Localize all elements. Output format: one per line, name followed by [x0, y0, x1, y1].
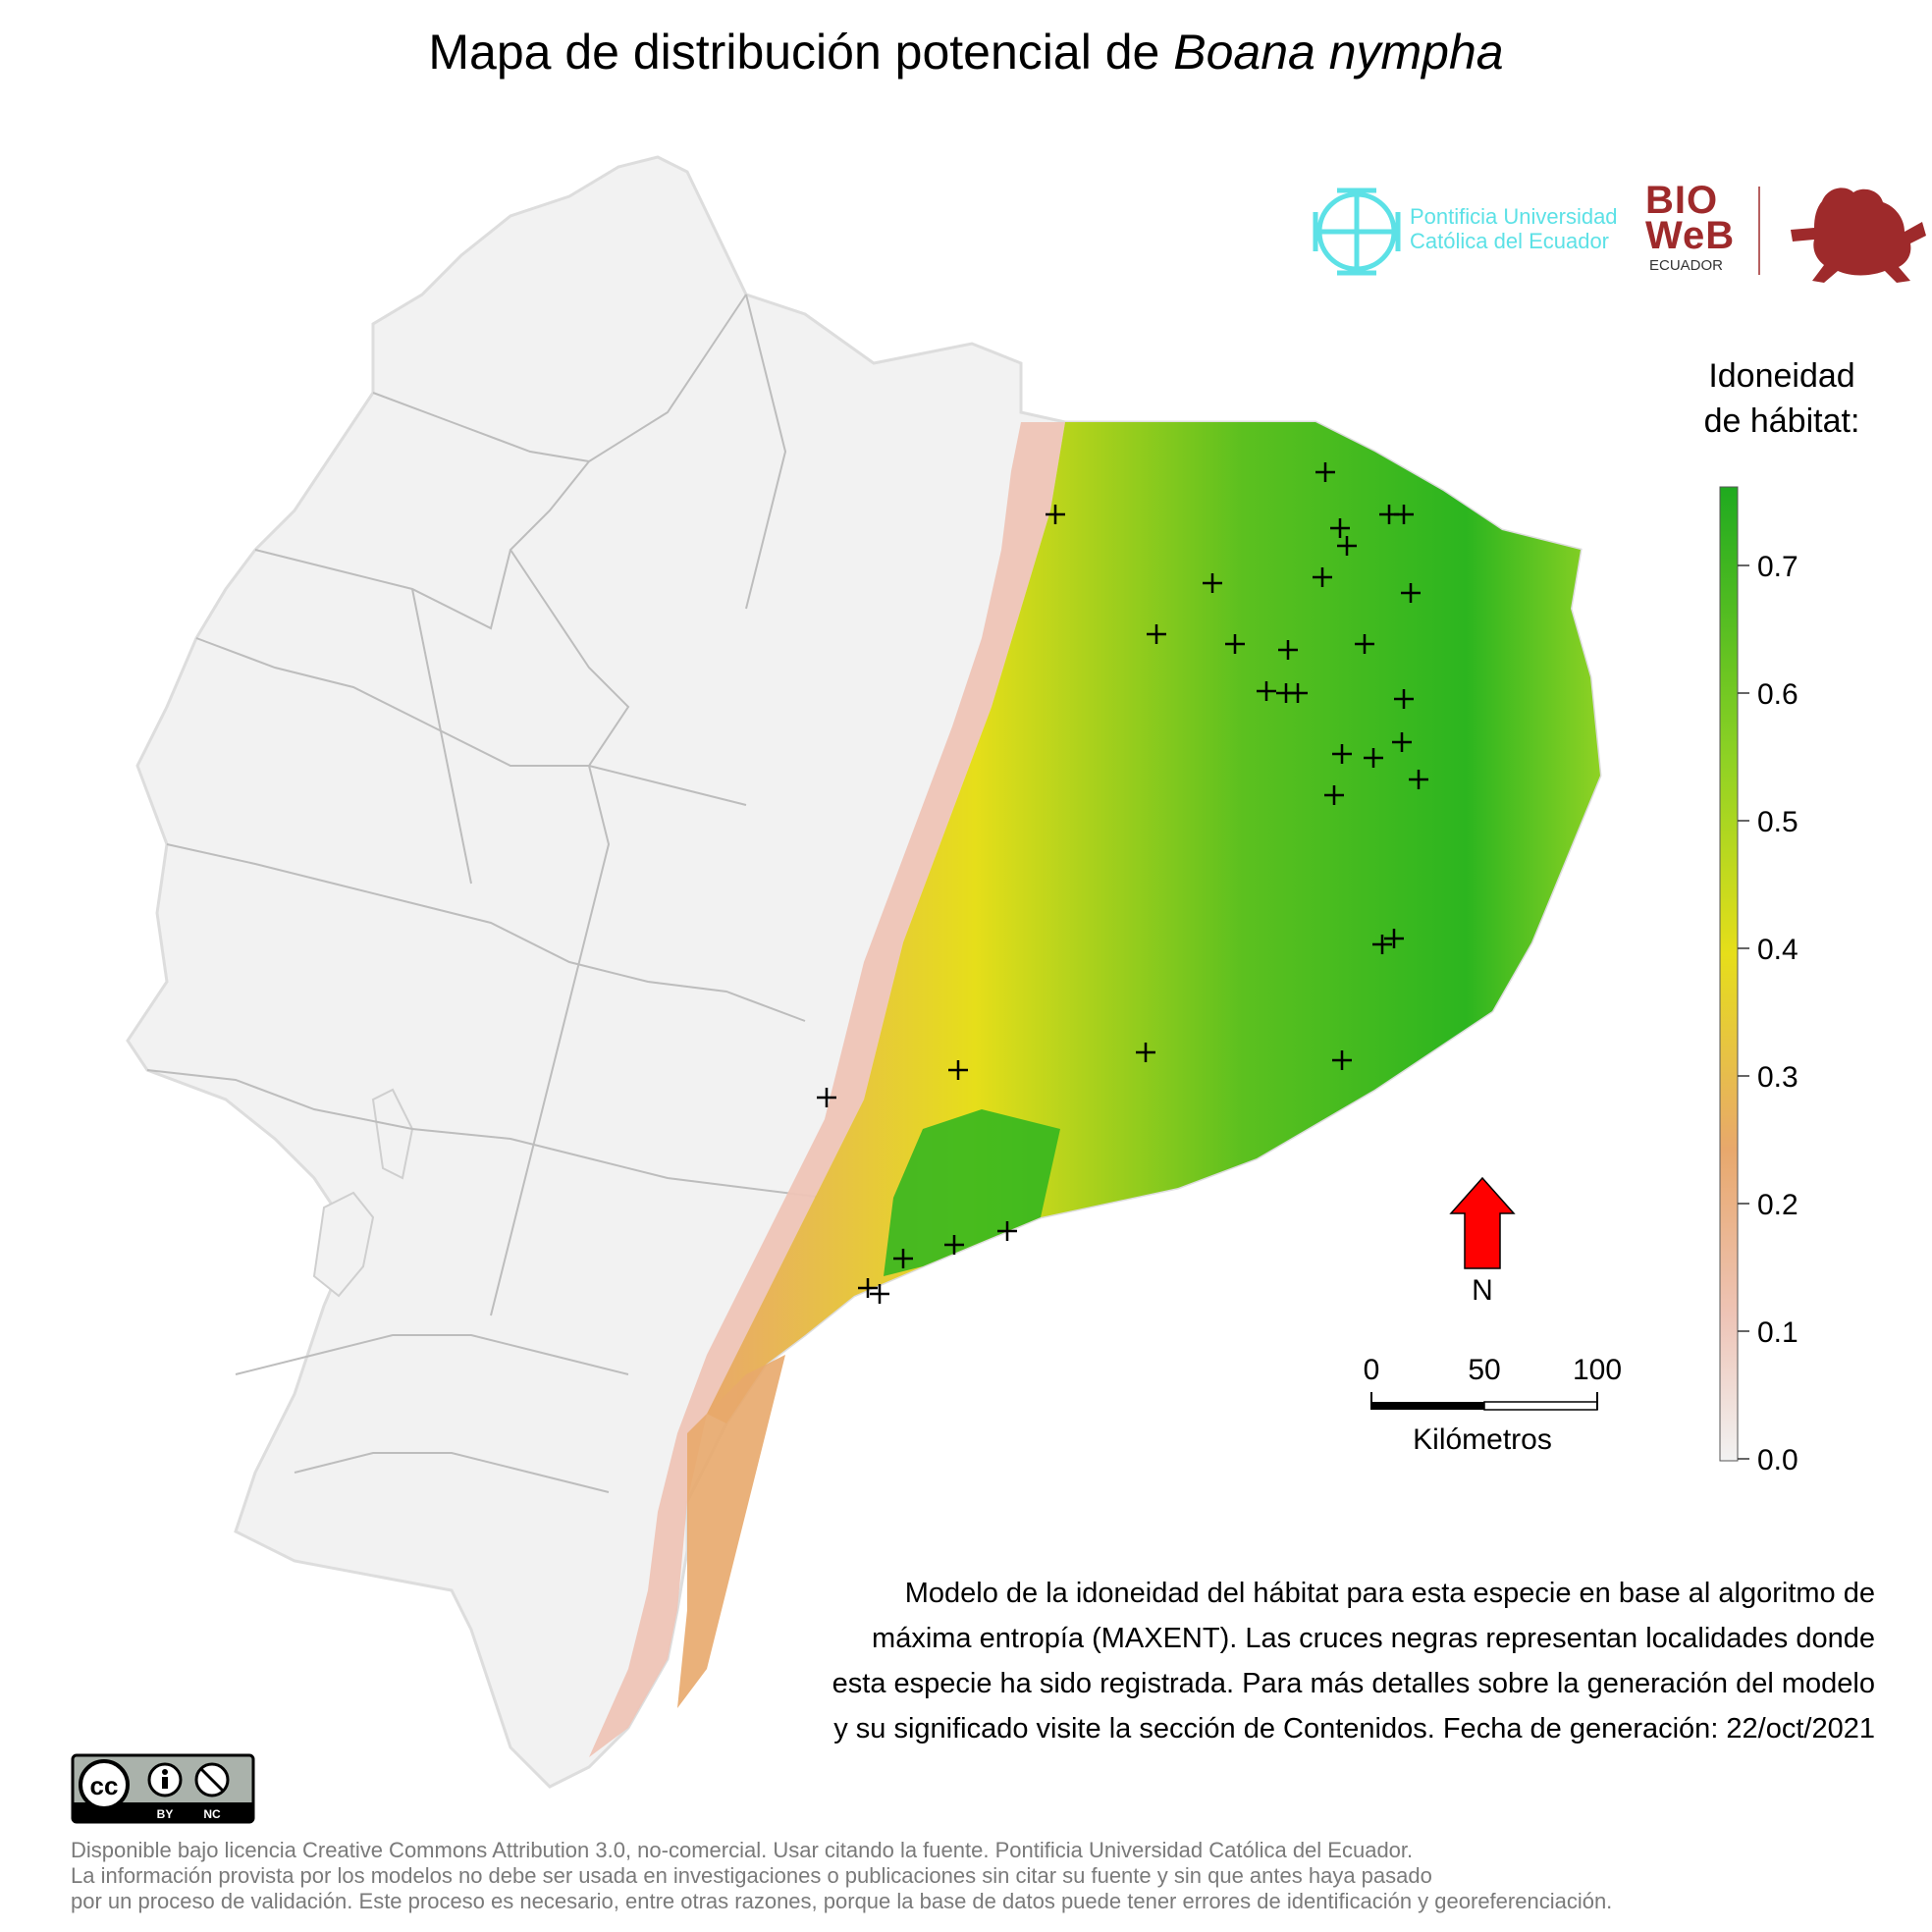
puce-logo-text: Pontificia Universidad Católica del Ecua… [1410, 204, 1618, 253]
cc-badge-text: cc [90, 1771, 119, 1800]
map-caption: Modelo de la idoneidad del hábitat para … [687, 1571, 1875, 1751]
bioweb-line1: BIO [1645, 179, 1719, 222]
cc-license-badge [71, 1753, 255, 1824]
occurrence-cross [1332, 744, 1352, 764]
occurrence-cross [1384, 929, 1404, 948]
legend-title-line1: Idoneidad [1708, 357, 1855, 395]
occurrence-cross [1355, 634, 1374, 654]
legend-title: Idoneidad de hábitat: [1659, 353, 1905, 444]
legend-tick-label: 0.3 [1757, 1061, 1798, 1094]
license-line: por un proceso de validación. Este proce… [71, 1889, 1613, 1913]
occurrence-cross [1203, 573, 1222, 593]
scale-tick-0: 0 [1364, 1354, 1380, 1386]
occurrence-cross [1225, 634, 1245, 654]
occurrence-cross [1324, 785, 1344, 805]
suitability-southern-band [677, 1355, 785, 1708]
caption-line: y su significado visite la sección de Co… [833, 1713, 1875, 1744]
by-badge-text: BY [157, 1807, 174, 1821]
bioweb-sub-text: ECUADOR [1649, 257, 1724, 274]
legend-tick-label: 0.6 [1757, 678, 1798, 711]
coastal-detail [371, 1088, 414, 1180]
scale-label: Kilómetros [1413, 1423, 1552, 1456]
occurrence-cross [944, 1235, 964, 1255]
caption-line: esta especie ha sido registrada. Para má… [832, 1668, 1875, 1699]
puce-name-line1: Pontificia Universidad [1410, 204, 1618, 229]
puce-name-line2: Católica del Ecuador [1410, 229, 1610, 253]
occurrence-cross [1315, 462, 1335, 482]
occurrence-cross [997, 1221, 1017, 1241]
occurrence-cross [1330, 518, 1350, 538]
caption-line: máxima entropía (MAXENT). Las cruces neg… [872, 1623, 1875, 1654]
license-footer: Disponible bajo licencia Creative Common… [71, 1838, 1916, 1914]
scale-tick-100: 100 [1573, 1354, 1622, 1386]
map-title: Mapa de distribución potencial de Boana … [0, 24, 1932, 80]
province-boundaries [146, 294, 826, 1493]
suitability-low-band [589, 422, 1065, 1757]
bioweb-logo-text: BIO WeB [1645, 179, 1736, 257]
legend-title-line2: de hábitat: [1703, 402, 1860, 440]
title-species: Boana nympha [1173, 25, 1504, 80]
occurrence-points [817, 462, 1428, 1304]
occurrence-cross [1278, 640, 1298, 660]
occurrence-cross [1136, 1043, 1155, 1062]
legend-colorbar [1719, 486, 1739, 1462]
scale-bar [1370, 1392, 1598, 1411]
occurrence-cross [1372, 935, 1392, 954]
occurrence-cross [858, 1278, 878, 1298]
occurrence-cross [1046, 505, 1065, 524]
suitability-green-patch [884, 1109, 1060, 1276]
occurrence-cross [1288, 683, 1308, 703]
occurrence-cross [1394, 689, 1414, 709]
occurrence-cross [1337, 536, 1357, 556]
occurrence-cross [1392, 732, 1412, 752]
occurrence-cross [1257, 681, 1276, 701]
north-label: N [1472, 1274, 1493, 1307]
caption-line: Modelo de la idoneidad del hábitat para … [904, 1578, 1875, 1609]
legend-ticks [1738, 564, 1749, 1460]
legend-tick-label: 0.4 [1757, 934, 1798, 966]
occurrence-cross [1332, 1050, 1352, 1070]
license-line: Disponible bajo licencia Creative Common… [71, 1838, 1414, 1862]
title-prefix: Mapa de distribución potencial de [428, 25, 1174, 80]
occurrence-cross [1147, 624, 1166, 644]
occurrence-cross [948, 1060, 968, 1080]
frog-icon [1791, 188, 1926, 283]
legend-tick-label: 0.7 [1757, 551, 1798, 583]
occurrence-cross [1364, 748, 1383, 768]
nc-badge-text: NC [203, 1807, 221, 1821]
license-line: La información provista por los modelos … [71, 1863, 1432, 1888]
bioweb-line2: WeB [1645, 214, 1736, 257]
scale-tick-50: 50 [1468, 1354, 1500, 1386]
puce-logo-icon [1313, 188, 1401, 276]
legend-tick-label: 0.0 [1757, 1444, 1798, 1476]
occurrence-cross [1313, 567, 1332, 587]
legend-tick-label: 0.2 [1757, 1189, 1798, 1221]
occurrence-cross [893, 1249, 913, 1268]
occurrence-cross [1394, 505, 1414, 524]
occurrence-cross [1409, 770, 1428, 789]
north-arrow-icon [1449, 1176, 1516, 1269]
coastal-island [312, 1191, 375, 1298]
occurrence-cross [1401, 583, 1421, 603]
cc-icon [79, 1759, 130, 1810]
occurrence-cross [817, 1088, 836, 1107]
legend-tick-label: 0.5 [1757, 806, 1798, 838]
legend-tick-label: 0.1 [1757, 1316, 1798, 1349]
occurrence-cross [870, 1284, 889, 1304]
